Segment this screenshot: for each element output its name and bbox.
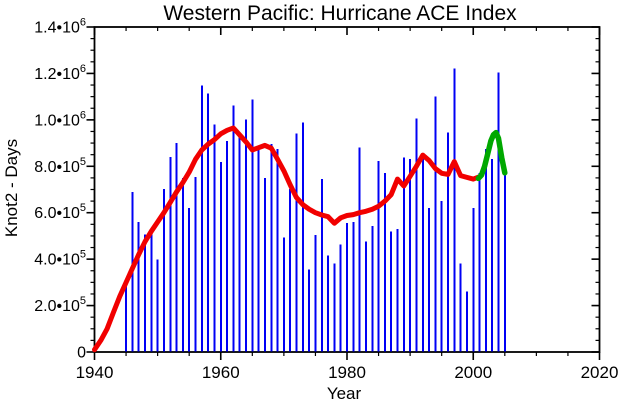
- y-axis-label: Knot2 - Days: [2, 139, 21, 237]
- y-tick-label-1000000: 1.0•106: [34, 109, 86, 129]
- y-tick-label-1200000: 1.2•106: [34, 63, 86, 83]
- x-tick-label-2020: 2020: [581, 363, 619, 382]
- tick-labels: 1940 1960 1980 2000 2020 0 2.0•105 4.0•105 6.0•1…: [34, 17, 618, 383]
- recent-smoothed-line: [475, 129, 508, 182]
- x-axis-label: Year: [327, 384, 362, 403]
- y-tick-label-0: 0: [77, 345, 86, 362]
- x-tick-label-1940: 1940: [76, 363, 114, 382]
- x-tick-label-2000: 2000: [454, 363, 492, 382]
- y-tick-label-400000: 4.0•105: [34, 249, 86, 269]
- x-tick-label-1980: 1980: [328, 363, 366, 382]
- annual-ace-bars: [125, 68, 506, 352]
- smoothed-line: [92, 125, 483, 353]
- axes: [86, 26, 601, 360]
- smoothed-lines: [92, 125, 508, 353]
- y-tick-label-1400000: 1.4•106: [34, 17, 86, 37]
- y-tick-label-600000: 6.0•105: [34, 202, 86, 222]
- y-tick-label-200000: 2.0•105: [34, 295, 86, 315]
- y-tick-label-800000: 8.0•105: [34, 156, 86, 176]
- x-tick-label-1960: 1960: [202, 363, 240, 382]
- chart-title: Western Pacific: Hurricane ACE Index: [163, 2, 517, 25]
